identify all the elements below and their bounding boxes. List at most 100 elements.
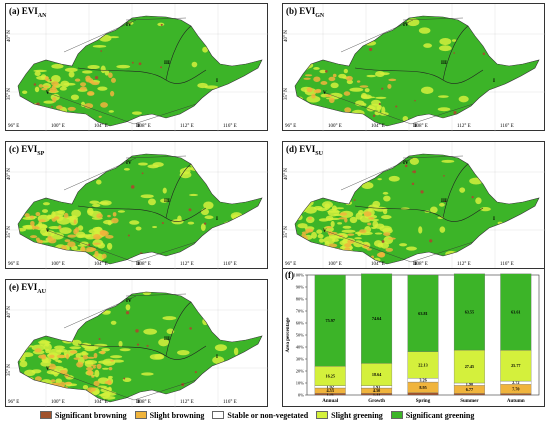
greening-patch: [212, 253, 223, 260]
bar-segment: [361, 273, 393, 364]
browning-patch: [356, 80, 361, 83]
greening-patch: [187, 221, 195, 225]
greening-patch: [38, 113, 48, 120]
legend-item-slight-browning: Slight browning: [134, 411, 204, 420]
greening-patch: [459, 187, 466, 193]
greening-patch: [380, 242, 390, 249]
browning-patch: [79, 392, 88, 396]
greening-patch: [347, 16, 358, 23]
greening-patch: [439, 37, 452, 46]
browning-patch: [56, 252, 63, 258]
greening-patch: [202, 46, 209, 53]
greening-patch: [427, 256, 442, 261]
basin-fill: [18, 154, 262, 264]
greening-patch: [158, 338, 169, 347]
greening-patch: [326, 185, 334, 189]
greening-patch: [62, 16, 74, 19]
greening-patch: [40, 74, 47, 80]
greening-patch: [342, 225, 352, 229]
region-label: III: [441, 199, 447, 204]
sig-browning-patch: [135, 329, 139, 333]
greening-patch: [314, 107, 323, 111]
sig-browning-patch: [37, 253, 39, 256]
greening-patch: [354, 100, 365, 107]
greening-patch: [382, 191, 389, 195]
greening-patch: [54, 345, 66, 350]
leader-line: [410, 103, 474, 125]
longitude-label: 116° E: [500, 124, 514, 129]
sig-browning-patch: [325, 70, 328, 73]
greening-patch: [461, 257, 475, 261]
greening-patch: [334, 207, 345, 210]
bar-segment: [453, 349, 485, 384]
sig-browning-patch: [343, 185, 346, 188]
greening-patch: [57, 360, 63, 363]
greening-patch: [311, 231, 317, 239]
greening-patch: [82, 384, 89, 390]
longitude-label: 104° E: [94, 262, 108, 267]
region-label: IV: [126, 23, 132, 28]
browning-patch: [339, 212, 348, 216]
leader-line: [125, 155, 187, 159]
greening-patch: [316, 229, 323, 234]
sig-browning-patch: [127, 234, 130, 237]
longitude-label: 100° E: [328, 124, 342, 129]
greening-patch: [84, 113, 89, 122]
greening-patch: [189, 193, 199, 197]
latitude-label: 40° N: [284, 168, 289, 180]
greening-patch: [103, 219, 114, 225]
browning-patch: [43, 85, 50, 88]
greening-patch: [337, 222, 343, 225]
greening-patch: [312, 37, 320, 44]
greening-patch: [94, 369, 100, 378]
region-boundary: [442, 25, 469, 81]
legend-swatch: [40, 411, 52, 419]
greening-patch: [399, 243, 408, 247]
greening-patch: [295, 204, 306, 210]
greening-patch: [25, 185, 35, 193]
leader-line: [125, 293, 187, 297]
greening-patch: [240, 387, 247, 394]
browning-patch: [48, 363, 56, 370]
greening-patch: [34, 71, 41, 77]
region-label: V: [323, 91, 327, 96]
basin-outline: [294, 15, 540, 127]
latitude-label: 35° N: [284, 88, 289, 100]
greening-patch: [125, 304, 131, 311]
region-label: III: [441, 61, 447, 66]
region-label: I: [493, 217, 495, 222]
greening-patch: [299, 61, 314, 69]
greening-patch: [406, 246, 417, 251]
sig-browning-patch: [395, 105, 398, 108]
browning-patch: [108, 72, 113, 79]
browning-patch: [344, 107, 352, 113]
browning-patch: [69, 252, 77, 258]
sig-browning-patch: [94, 75, 99, 80]
longitude-label: 100° E: [328, 262, 342, 267]
greening-patch: [92, 45, 107, 48]
greening-patch: [325, 248, 337, 253]
sig-browning-patch: [141, 172, 144, 175]
longitude-label: 112° E: [180, 400, 194, 405]
bar-segment: [500, 393, 532, 396]
greening-patch: [106, 242, 113, 250]
greening-patch: [28, 294, 33, 302]
greening-patch: [177, 349, 190, 356]
browning-patch: [376, 252, 385, 258]
greening-patch: [34, 86, 40, 93]
sig-browning-patch: [104, 164, 107, 167]
legend: Significant browning Slight browning Sta…: [40, 409, 540, 421]
greening-patch: [305, 250, 314, 256]
greening-patch: [525, 100, 530, 104]
greening-patch: [183, 292, 189, 296]
browning-patch: [329, 231, 338, 235]
browning-patch: [368, 216, 375, 220]
greening-patch: [334, 249, 339, 253]
greening-patch: [37, 340, 51, 344]
panel-title-b: (b) EVIGN: [286, 6, 325, 19]
greening-patch: [375, 71, 385, 77]
greening-patch: [212, 356, 225, 365]
greening-patch: [160, 198, 168, 203]
browning-patch: [359, 85, 369, 88]
data-label: 22.13: [418, 362, 427, 367]
